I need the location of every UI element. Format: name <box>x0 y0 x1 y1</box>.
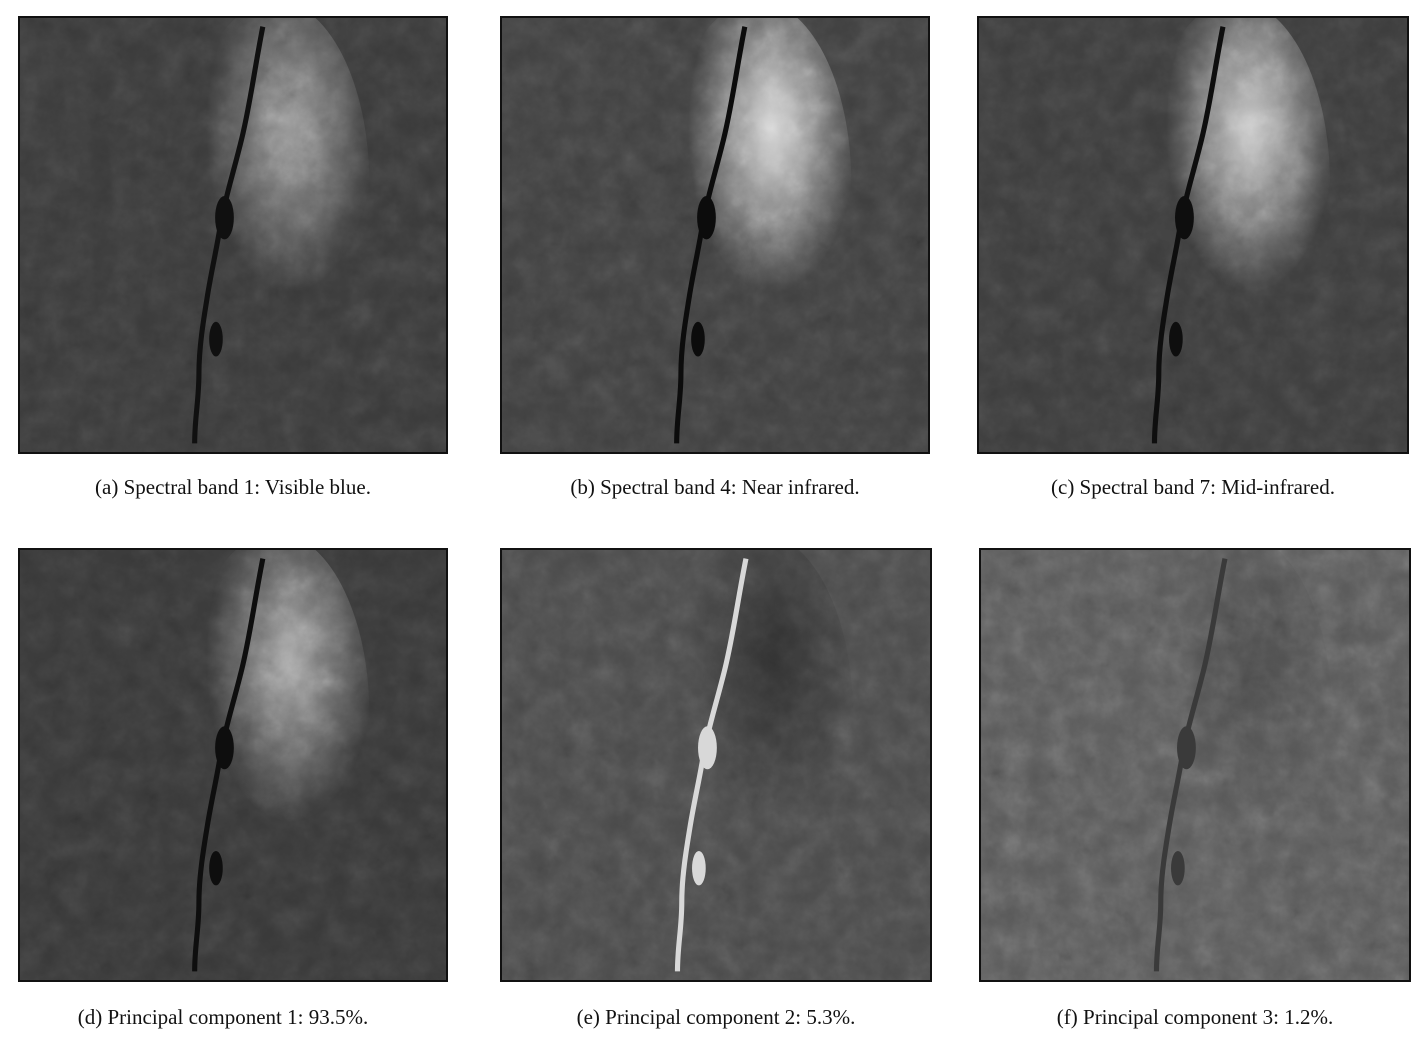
river-line <box>192 558 266 972</box>
lake-2 <box>209 321 223 357</box>
caption-d: (d) Principal component 1: 93.5%. <box>77 1005 369 1029</box>
satellite-image-band-4 <box>500 16 930 454</box>
terrain-texture <box>502 18 928 452</box>
lake-2 <box>209 851 223 886</box>
terrain-texture <box>502 550 930 980</box>
lake-1 <box>215 195 234 240</box>
river-line <box>1151 26 1226 444</box>
terrain-texture <box>979 18 1407 452</box>
lake-2 <box>692 851 706 886</box>
caption-a: (a) Spectral band 1: Visible blue. <box>95 475 371 499</box>
terrain-texture <box>981 550 1409 980</box>
terrain-texture <box>20 18 446 452</box>
lake-1 <box>698 726 717 770</box>
river-line <box>674 558 749 972</box>
lake-1 <box>1175 195 1194 240</box>
caption-b: (b) Spectral band 4: Near infrared. <box>570 475 860 499</box>
lake-2 <box>691 321 705 357</box>
lake-2 <box>1171 851 1185 886</box>
lake-1 <box>697 195 716 240</box>
principal-component-3-image <box>979 548 1411 982</box>
satellite-image-band-7 <box>977 16 1409 454</box>
lake-1 <box>1177 726 1196 770</box>
principal-component-2-image <box>500 548 932 982</box>
caption-c: (c) Spectral band 7: Mid-infrared. <box>1051 475 1335 499</box>
river-line <box>192 26 266 444</box>
lake-2 <box>1169 321 1183 357</box>
river-line <box>674 26 748 444</box>
caption-f: (f) Principal component 3: 1.2%. <box>1056 1005 1334 1029</box>
lake-1 <box>215 726 234 770</box>
principal-component-1-image <box>18 548 448 982</box>
satellite-image-band-1 <box>18 16 448 454</box>
terrain-texture <box>20 550 446 980</box>
river-line <box>1153 558 1228 972</box>
caption-e: (e) Principal component 2: 5.3%. <box>576 1005 856 1029</box>
